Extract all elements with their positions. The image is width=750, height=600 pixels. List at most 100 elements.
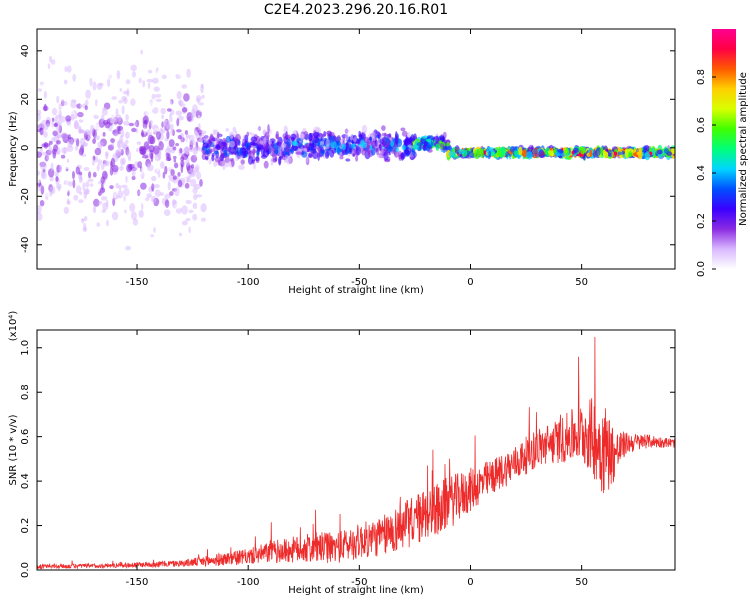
spectrogram-cell <box>93 186 99 196</box>
snr-series-line <box>37 336 675 570</box>
spectrogram-cell <box>56 131 61 139</box>
spectrogram-cell <box>165 157 172 162</box>
spectrogram-cell <box>75 166 81 175</box>
snr-ytick-label: 0.4 <box>20 473 31 489</box>
spectrogram-cell <box>60 97 64 102</box>
spectrogram-cell <box>213 150 219 155</box>
spectrogram-cell <box>179 147 183 154</box>
spectrogram-cell <box>39 161 47 171</box>
spectrogram-cell <box>117 140 121 149</box>
snr-panel: -150 -100 -50 0 50 0.0 0.2 0.4 0.6 0.8 1.0 SNR (10… <box>8 311 676 596</box>
spectrogram-cell <box>113 193 117 198</box>
spectrogram-cell <box>175 207 183 214</box>
spectrogram-cell <box>125 114 129 121</box>
spectrogram-cell <box>366 141 371 151</box>
spectrogram-cell <box>212 144 216 153</box>
spectrogram-cell <box>644 144 650 154</box>
spectrogram-cell <box>176 90 182 100</box>
spectrogram-cell <box>225 135 231 144</box>
spectrogram-cell <box>116 125 124 131</box>
spectrogram-cell <box>192 187 198 195</box>
spectrogram-cell <box>200 203 207 213</box>
spectrogram-cell <box>617 151 623 156</box>
spectrogram-cell <box>160 151 167 161</box>
spectrogram-cell <box>214 135 221 142</box>
spectrogram-cell <box>480 149 484 159</box>
spectrogram-cell <box>236 147 242 157</box>
spectrogram-cell <box>185 218 191 222</box>
spectrogram-cell <box>185 81 191 86</box>
spectrogram-cell <box>130 64 137 72</box>
spectrogram-cell <box>192 202 198 209</box>
spectrogram-cell <box>589 149 592 158</box>
spectrogram-cell <box>104 182 110 192</box>
spectrogram-cell <box>156 69 162 76</box>
spectrogram-cell <box>93 114 99 120</box>
spectrogram-cell <box>175 110 183 116</box>
spectrogram-cell <box>88 171 92 179</box>
spectrogram-cell <box>51 137 55 142</box>
spectrogram-cell <box>161 95 165 104</box>
spectrogram-cell <box>138 77 142 84</box>
spectrogram-xtick-label: -50 <box>351 277 367 288</box>
spectrogram-cell <box>50 162 54 171</box>
spectrogram-cell <box>192 104 198 114</box>
spectrogram-cell <box>64 66 68 73</box>
spectrogram-cell <box>496 150 502 157</box>
snr-xtick-label: -150 <box>126 577 149 588</box>
spectrogram-cell <box>78 119 84 123</box>
spectrogram-cell <box>242 138 245 148</box>
spectrogram-cell <box>245 142 251 146</box>
spectrogram-cell <box>390 140 395 147</box>
spectrogram-cell <box>370 146 376 156</box>
spectrogram-cell <box>255 156 260 162</box>
spectrogram-cell <box>250 136 258 143</box>
snr-xtick-label: -100 <box>237 577 260 588</box>
spectrogram-cell <box>290 133 297 140</box>
spectrogram-cell <box>458 148 465 155</box>
spectrogram-cell <box>144 119 148 124</box>
spectrogram-cell <box>78 199 84 204</box>
snr-ytick-label: 1.0 <box>20 340 31 356</box>
spectrogram-cell <box>125 175 128 183</box>
spectrogram-cell <box>87 178 94 183</box>
spectrogram-cell <box>401 130 408 137</box>
spectrogram-cell <box>147 82 151 89</box>
spectrogram-cell <box>156 131 161 140</box>
spectrogram-cell <box>141 129 145 138</box>
spectrogram-cell <box>48 191 53 197</box>
spectrogram-cell <box>140 182 147 190</box>
spectrogram-cell <box>291 144 298 151</box>
spectrogram-cell <box>138 209 144 218</box>
spectrogram-cell <box>146 128 153 137</box>
spectrogram-cell <box>372 131 376 141</box>
spectrogram-cell <box>370 140 376 148</box>
spectrogram-cell <box>150 152 154 163</box>
spectrogram-cell <box>490 151 495 156</box>
spectrogram-cell <box>510 146 515 153</box>
spectrogram-cell <box>159 192 164 196</box>
spectrogram-cell <box>212 129 216 136</box>
spectrogram-cell <box>188 226 191 234</box>
spectrogram-cell <box>81 218 86 222</box>
spectrogram-cell <box>47 99 52 107</box>
spectrogram-cell <box>150 201 155 206</box>
spectrogram-cell <box>263 160 269 169</box>
spectrogram-cell <box>121 95 127 102</box>
spectrogram-cell <box>179 103 186 108</box>
spectrogram-cell <box>41 125 49 131</box>
spectrogram-cell <box>212 141 218 145</box>
spectrogram-cell <box>193 194 198 201</box>
spectrogram-cell <box>301 151 308 158</box>
spectrogram-cell <box>78 171 82 176</box>
spectrogram-cell <box>488 150 492 157</box>
spectrogram-cell <box>547 150 554 155</box>
spectrogram-xtick-label: 50 <box>575 277 588 288</box>
spectrogram-cell <box>404 141 408 146</box>
spectrogram-cell <box>149 170 153 177</box>
spectrogram-cell <box>101 209 107 214</box>
spectrogram-cell <box>37 176 41 184</box>
spectrogram-cell <box>161 74 167 80</box>
spectrogram-cell <box>72 179 76 189</box>
spectrogram-cell <box>308 152 313 158</box>
